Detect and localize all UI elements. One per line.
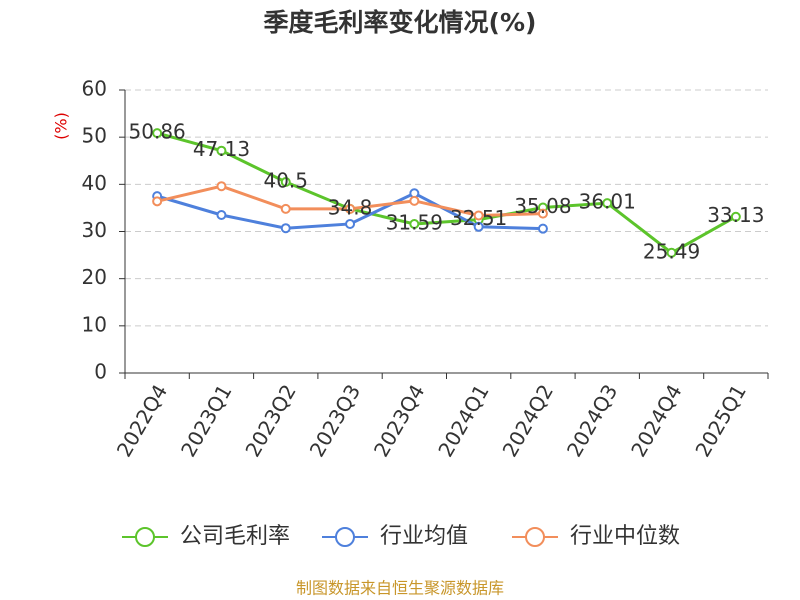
x-tick-label: 2024Q3: [562, 380, 622, 461]
data-point: [409, 219, 420, 230]
y-tick-label: 10: [82, 312, 107, 336]
legend-label: 行业中位数: [570, 524, 680, 549]
data-point: [280, 223, 291, 234]
y-tick-label: 0: [94, 360, 107, 384]
data-point: [152, 196, 163, 207]
data-label: 36.01: [579, 190, 636, 214]
data-point: [216, 145, 227, 156]
data-point: [280, 176, 291, 187]
data-point: [216, 181, 227, 192]
x-tick-label: 2023Q1: [176, 380, 236, 461]
legend-marker: [525, 527, 545, 547]
y-tick-label: 20: [82, 265, 107, 289]
y-tick-label: 50: [82, 124, 107, 148]
data-point: [666, 247, 677, 258]
data-point: [537, 208, 548, 219]
data-point: [280, 203, 291, 214]
x-tick-label: 2024Q2: [498, 380, 558, 461]
data-label: 47.13: [193, 137, 250, 161]
data-point: [345, 203, 356, 214]
data-point: [152, 128, 163, 139]
data-point: [473, 210, 484, 221]
y-tick-label: 30: [82, 218, 107, 242]
series-line: [156, 131, 737, 255]
data-label: 31.59: [386, 211, 443, 235]
data-label: 34.8: [328, 195, 373, 219]
legend-marker: [335, 527, 355, 547]
chart-title: 季度毛利率变化情况(%): [264, 8, 537, 37]
y-tick-label: 60: [82, 77, 107, 101]
data-label: 40.5: [263, 168, 308, 192]
data-point: [473, 221, 484, 232]
y-tick-label: 40: [82, 171, 107, 195]
y-axis-label: (%): [52, 112, 71, 140]
x-tick-label: 2022Q4: [112, 380, 172, 461]
source-note: 制图数据来自恒生聚源数据库: [296, 579, 504, 598]
data-label: 35.08: [514, 194, 571, 218]
legend-marker: [135, 527, 155, 547]
data-point: [409, 195, 420, 206]
data-point: [602, 198, 613, 209]
x-tick-label: 2024Q1: [433, 380, 493, 461]
data-point: [537, 223, 548, 234]
data-label: 33.13: [707, 203, 764, 227]
x-tick-label: 2023Q2: [240, 380, 300, 461]
data-point: [730, 211, 741, 222]
data-point: [216, 209, 227, 220]
data-label: 32.51: [450, 206, 507, 230]
data-label: 25.49: [643, 239, 700, 263]
x-tick-label: 2024Q4: [626, 380, 686, 461]
legend-label: 公司毛利率: [180, 524, 290, 549]
x-tick-label: 2023Q3: [305, 380, 365, 461]
x-tick-label: 2025Q1: [690, 380, 750, 461]
x-tick-label: 2023Q4: [369, 380, 429, 461]
data-point: [345, 218, 356, 229]
legend-label: 行业均值: [380, 524, 468, 549]
data-label: 50.86: [129, 120, 186, 144]
